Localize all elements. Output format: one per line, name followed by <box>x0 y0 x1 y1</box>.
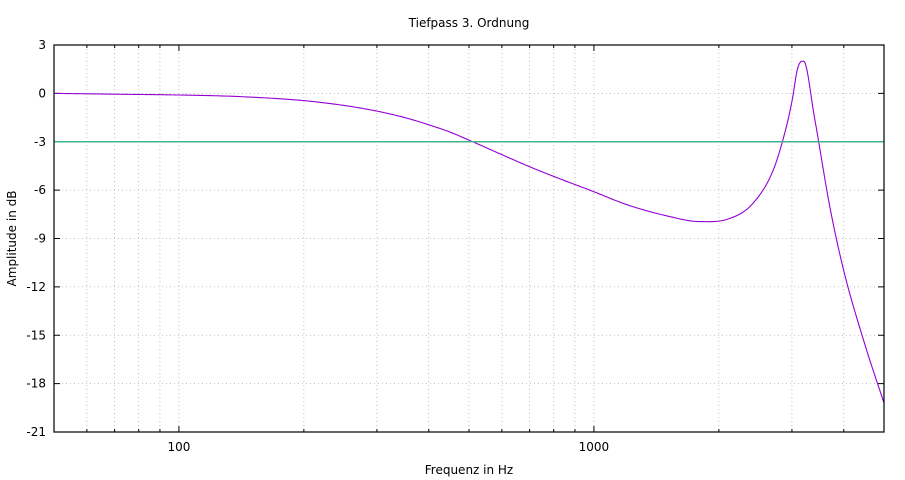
plot-frame <box>53 44 885 433</box>
tick-labels: 3 0 -3 -6 -9 -12 -15 -18 -21 100 1000 <box>26 38 609 454</box>
y-tick-label: -18 <box>26 377 46 391</box>
x-tick-label: 1000 <box>579 440 610 454</box>
y-tick-label: 0 <box>38 86 46 100</box>
y-tick-label: -12 <box>26 280 46 294</box>
y-tick-label: -6 <box>34 183 46 197</box>
series-line-1 <box>53 60 885 404</box>
chart-title: Tiefpass 3. Ordnung <box>408 16 530 30</box>
y-tick-label: -21 <box>26 425 46 439</box>
series-group <box>53 60 885 404</box>
x-axis-label: Frequenz in Hz <box>425 463 513 477</box>
grid <box>53 45 885 432</box>
y-tick-label: -9 <box>34 232 46 246</box>
y-tick-label: 3 <box>38 38 46 52</box>
y-axis-label: Amplitude in dB <box>5 191 19 287</box>
x-tick-label: 100 <box>167 440 190 454</box>
y-tick-label: -15 <box>26 328 46 342</box>
y-tick-label: -3 <box>34 135 46 149</box>
